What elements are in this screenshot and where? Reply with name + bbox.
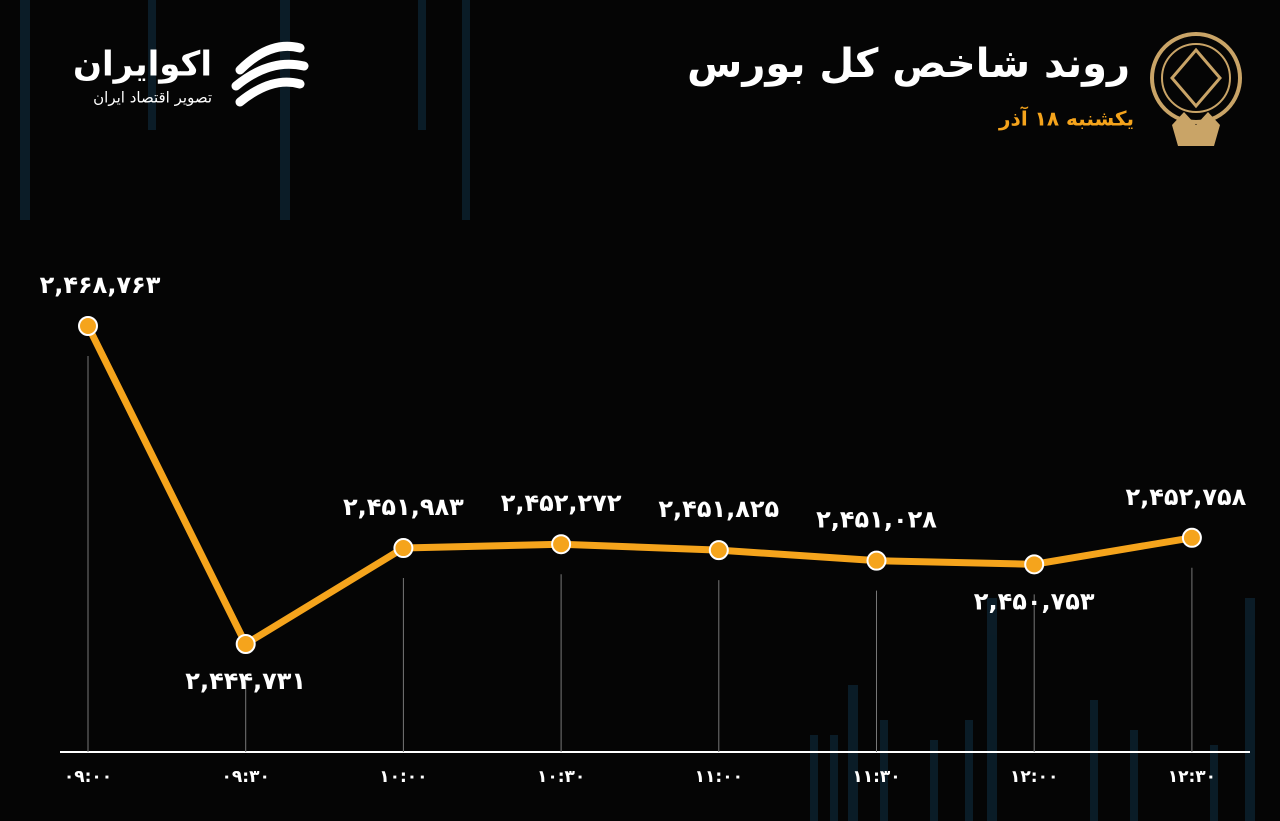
series-line	[84, 324, 1193, 648]
emblem	[1150, 32, 1242, 146]
data-label: ۲,۴۵۰,۷۵۳	[974, 587, 1095, 615]
point	[866, 550, 887, 571]
point	[78, 316, 98, 336]
x-tick-label: ۱۰:۳۰	[537, 767, 585, 787]
brand-tagline: تصویر اقتصاد ایران	[93, 89, 212, 107]
x-tick-label: ۱۲:۰۰	[1010, 767, 1058, 787]
brand-name: اکوایران	[73, 45, 212, 85]
x-tick-label: ۱۱:۳۰	[852, 767, 900, 787]
point	[708, 540, 729, 561]
point	[1181, 527, 1202, 548]
point	[393, 538, 414, 559]
x-tick-label: ۰۹:۰۰	[64, 767, 112, 787]
x-tick-label: ۰۹:۳۰	[222, 767, 270, 787]
x-tick-label: ۱۰:۰۰	[379, 767, 427, 787]
point	[551, 534, 572, 555]
chart-title: روند شاخص کل بورس	[687, 41, 1130, 87]
data-label: ۲,۴۵۲,۷۵۸	[1126, 483, 1247, 511]
point	[235, 634, 256, 654]
data-label: ۲,۴۶۸,۷۶۳	[40, 271, 161, 299]
data-label: ۲,۴۵۲,۲۷۲	[501, 489, 622, 517]
x-tick-label: ۱۲:۳۰	[1168, 767, 1216, 787]
x-tick-label: ۱۱:۰۰	[695, 767, 743, 787]
data-label: ۲,۴۴۴,۷۳۱	[185, 667, 306, 695]
data-label: ۲,۴۵۱,۸۲۵	[658, 495, 779, 523]
chart-subtitle: یکشنبه ۱۸ آذر	[998, 106, 1134, 131]
point	[1024, 554, 1045, 575]
data-label: ۲,۴۵۱,۹۸۳	[343, 493, 464, 521]
brand-logo	[231, 41, 309, 107]
data-label: ۲,۴۵۱,۰۲۸	[816, 506, 937, 534]
